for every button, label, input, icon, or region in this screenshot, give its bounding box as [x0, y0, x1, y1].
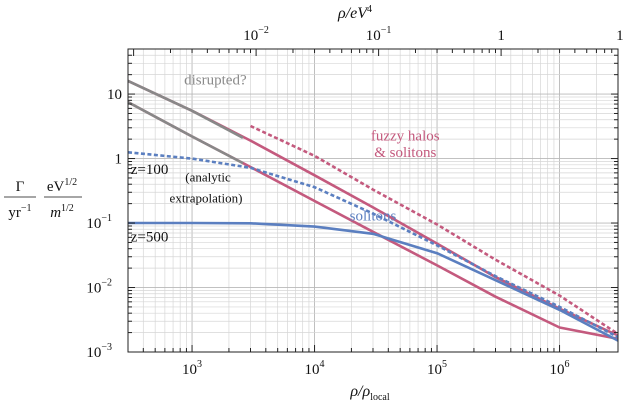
top-tick-label: 1	[497, 28, 505, 44]
y-axis-label: Γ yr−1 eV1/2 m1/2	[4, 177, 82, 221]
annotation: disrupted?	[184, 73, 247, 89]
series-line-solitons_solid	[128, 221, 619, 342]
y-tick-label: 1	[115, 152, 123, 168]
annotation: extrapolation)	[170, 190, 243, 205]
annotation: (analytic	[185, 170, 231, 185]
series-line-fuzzy_dotted	[249, 124, 619, 336]
tick-labels: 10 1 10−1 10−2 10−3 103 104 105 106 10−2 10−1 1 10	[86, 25, 623, 378]
annotation: & solitons	[374, 145, 436, 161]
y-label-per-year: yr−1	[8, 203, 31, 221]
y-tick-label: 10	[107, 87, 122, 103]
tick-marks	[127, 48, 619, 353]
top-axis-label: ρ/eV4	[337, 4, 372, 22]
y-tick-label: 10−2	[86, 278, 112, 297]
annotation: z=500	[131, 229, 169, 245]
annotation: z=100	[131, 162, 169, 178]
y-label-gamma: Γ	[16, 179, 25, 195]
annotations: disrupted? fuzzy halos& solitons z=100 (ana…	[131, 73, 440, 246]
x-tick-label: 104	[305, 359, 325, 378]
series-line-disrupted_z500	[127, 100, 244, 165]
top-tick-label: 10	[616, 28, 623, 44]
x-axis-label: ρ/ρlocal	[349, 383, 389, 403]
top-tick-label: 10−2	[243, 25, 269, 44]
y-tick-label: 10−1	[86, 213, 112, 232]
x-tick-label: 106	[550, 359, 570, 378]
x-tick-label: 103	[182, 359, 202, 378]
y-tick-label: 10−3	[86, 342, 112, 361]
series-line-solitons_dotted	[127, 151, 619, 339]
x-tick-label: 105	[427, 359, 447, 378]
y-label-mass: m1/2	[50, 203, 74, 221]
series-lines	[127, 79, 619, 342]
top-tick-label: 10−1	[366, 25, 392, 44]
y-label-ev: eV1/2	[47, 177, 77, 195]
annotation: solitons	[350, 208, 397, 224]
annotation: fuzzy halos	[371, 129, 440, 145]
series-line-disrupted_z100	[127, 79, 244, 139]
